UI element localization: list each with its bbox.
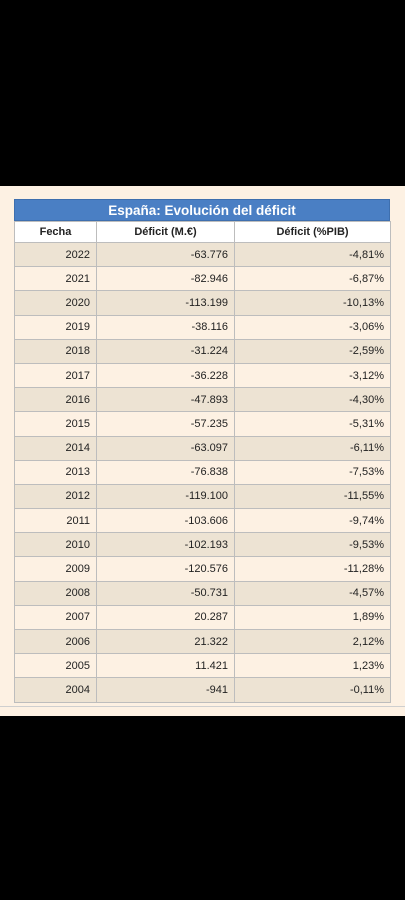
cell-fecha: 2021 (14, 266, 97, 292)
cell-deficit-pib: 2,12% (234, 628, 391, 655)
cell-fecha: 2017 (14, 362, 97, 389)
cell-deficit-meur: -941 (96, 677, 235, 703)
cell-deficit-meur: -102.193 (96, 532, 235, 558)
table-row: 2009 -120.576 -11,28% (14, 556, 391, 582)
table-row: 2021 -82.946 -6,87% (14, 266, 391, 292)
header-fecha: Fecha (14, 221, 97, 243)
cell-deficit-meur: -31.224 (96, 338, 235, 364)
cell-fecha: 2013 (14, 459, 97, 485)
cell-fecha: 2020 (14, 290, 97, 316)
cell-deficit-meur: 20.287 (96, 604, 235, 631)
cell-deficit-pib: -6,11% (234, 435, 391, 461)
table-row: 2015 -57.235 -5,31% (14, 411, 391, 437)
cell-deficit-pib: -11,28% (234, 556, 391, 582)
table-row: 2017 -36.228 -3,12% (14, 362, 391, 389)
cell-deficit-meur: -82.946 (96, 266, 235, 292)
cell-deficit-pib: -4,57% (234, 580, 391, 606)
table-row: 2010 -102.193 -9,53% (14, 532, 391, 558)
content-area: España: Evolución del déficit Fecha Défi… (0, 186, 405, 716)
cell-fecha: 2019 (14, 314, 97, 340)
cell-deficit-pib: -6,87% (234, 266, 391, 292)
table-row: 2011 -103.606 -9,74% (14, 508, 391, 534)
table-title: España: Evolución del déficit (14, 199, 390, 221)
table-header-row: Fecha Déficit (M.€) Déficit (%PIB) (14, 221, 391, 243)
cell-deficit-pib: 1,89% (234, 604, 391, 631)
table-row: 2018 -31.224 -2,59% (14, 338, 391, 364)
table-row: 2020 -113.199 -10,13% (14, 290, 391, 316)
cell-deficit-pib: -11,55% (234, 483, 391, 510)
cell-deficit-meur: -63.776 (96, 241, 235, 268)
cell-deficit-meur: -63.097 (96, 435, 235, 461)
cell-deficit-pib: 1,23% (234, 653, 391, 679)
cell-deficit-pib: -9,74% (234, 508, 391, 534)
divider (0, 706, 405, 707)
cell-fecha: 2012 (14, 483, 97, 510)
table-row: 2014 -63.097 -6,11% (14, 435, 391, 461)
cell-fecha: 2008 (14, 580, 97, 606)
cell-deficit-meur: -120.576 (96, 556, 235, 582)
cell-fecha: 2005 (14, 653, 97, 679)
header-deficit-meur: Déficit (M.€) (96, 221, 235, 243)
cell-deficit-pib: -9,53% (234, 532, 391, 558)
cell-deficit-pib: -2,59% (234, 338, 391, 364)
table-row: 2012 -119.100 -11,55% (14, 483, 391, 510)
table-row: 2022 -63.776 -4,81% (14, 241, 391, 268)
cell-fecha: 2004 (14, 677, 97, 703)
cell-fecha: 2007 (14, 604, 97, 631)
cell-fecha: 2015 (14, 411, 97, 437)
table-row: 2006 21.322 2,12% (14, 628, 391, 655)
cell-fecha: 2016 (14, 387, 97, 413)
cell-deficit-meur: -119.100 (96, 483, 235, 510)
table-row: 2016 -47.893 -4,30% (14, 387, 391, 413)
cell-deficit-pib: -0,11% (234, 677, 391, 703)
cell-deficit-meur: 21.322 (96, 628, 235, 655)
cell-deficit-pib: -3,06% (234, 314, 391, 340)
table-row: 2007 20.287 1,89% (14, 604, 391, 631)
cell-fecha: 2006 (14, 628, 97, 655)
cell-deficit-meur: -38.116 (96, 314, 235, 340)
table-row: 2005 11.421 1,23% (14, 653, 391, 679)
cell-deficit-meur: -50.731 (96, 580, 235, 606)
cell-deficit-meur: -57.235 (96, 411, 235, 437)
table-row: 2019 -38.116 -3,06% (14, 314, 391, 340)
cell-deficit-pib: -4,30% (234, 387, 391, 413)
cell-fecha: 2018 (14, 338, 97, 364)
table-row: 2004 -941 -0,11% (14, 677, 391, 703)
cell-deficit-meur: -76.838 (96, 459, 235, 485)
cell-deficit-meur: 11.421 (96, 653, 235, 679)
table-row: 2013 -76.838 -7,53% (14, 459, 391, 485)
cell-deficit-meur: -36.228 (96, 362, 235, 389)
deficit-table: Fecha Déficit (M.€) Déficit (%PIB) 2022-… (14, 221, 391, 703)
cell-fecha: 2011 (14, 508, 97, 534)
cell-deficit-pib: -4,81% (234, 241, 391, 268)
cell-fecha: 2014 (14, 435, 97, 461)
cell-deficit-pib: -7,53% (234, 459, 391, 485)
cell-fecha: 2010 (14, 532, 97, 558)
cell-deficit-meur: -113.199 (96, 290, 235, 316)
deficit-table-container: España: Evolución del déficit Fecha Défi… (14, 199, 391, 703)
cell-deficit-pib: -3,12% (234, 362, 391, 389)
cell-deficit-meur: -47.893 (96, 387, 235, 413)
header-deficit-pib: Déficit (%PIB) (234, 221, 391, 243)
table-row: 2008 -50.731 -4,57% (14, 580, 391, 606)
table-body: 2022 -63.776 -4,81% 2021 -82.946 -6,87% 2020 -1… (14, 241, 391, 703)
cell-deficit-meur: -103.606 (96, 508, 235, 534)
cell-deficit-pib: -5,31% (234, 411, 391, 437)
cell-fecha: 2009 (14, 556, 97, 582)
cell-fecha: 2022 (14, 241, 97, 268)
cell-deficit-pib: -10,13% (234, 290, 391, 316)
